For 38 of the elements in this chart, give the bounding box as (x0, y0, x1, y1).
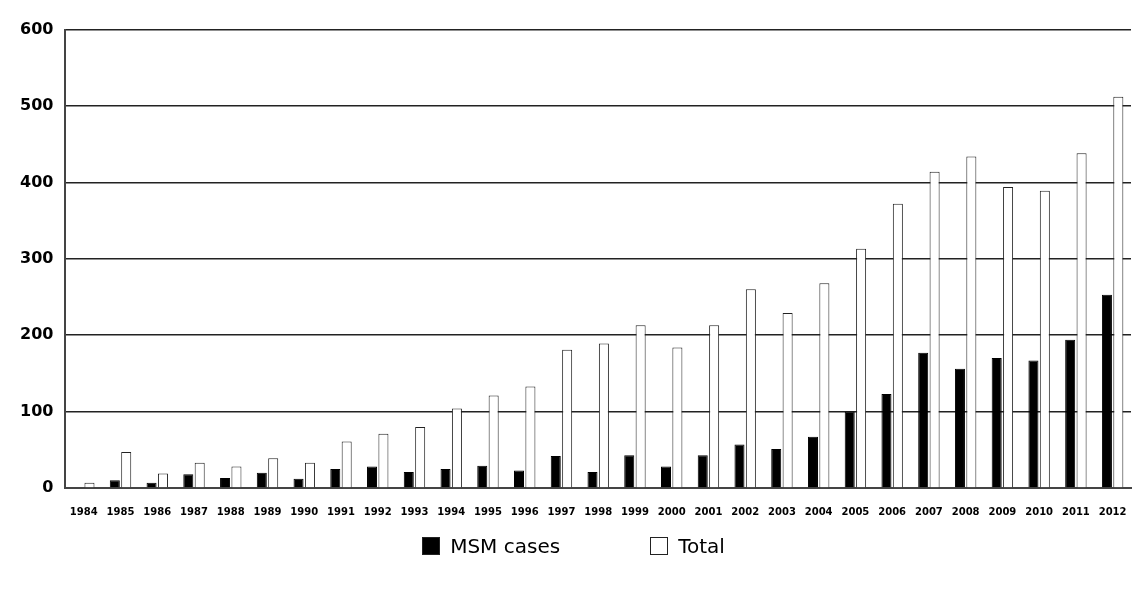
x-tick-label: 1996 (510, 505, 539, 517)
x-tick-label: 2009 (988, 505, 1017, 517)
x-tick-label: 2007 (914, 505, 943, 517)
y-tick-label: 400 (19, 171, 54, 191)
x-tick-label: 2006 (878, 505, 907, 517)
x-tick-label: 1989 (253, 505, 282, 517)
x-tick-label: 2012 (1098, 505, 1127, 517)
y-tick-label: 300 (19, 247, 54, 267)
x-tick-label: 1988 (216, 505, 245, 517)
y-tick-label: 200 (19, 324, 54, 344)
x-tick-label: 2005 (841, 505, 870, 517)
x-tick-label: 1991 (327, 505, 355, 517)
x-tick-label: 1994 (437, 505, 466, 517)
x-tick-label: 1987 (180, 505, 208, 517)
x-tick-label: 2003 (768, 505, 796, 517)
x-tick-label: 2010 (1025, 505, 1054, 517)
y-tick-label: 0 (42, 477, 54, 497)
y-tick-label: 600 (19, 18, 54, 38)
x-tick-label: 2001 (694, 505, 723, 517)
x-tick-label: 1985 (106, 505, 135, 517)
legend-label: MSM cases (450, 534, 561, 558)
x-tick-label: 2000 (657, 505, 686, 517)
x-tick-label: 1995 (474, 505, 502, 517)
x-tick-label: 2008 (951, 505, 980, 517)
y-tick-label: 500 (19, 95, 54, 115)
x-tick-label: 1990 (290, 505, 319, 517)
x-tick-label: 1993 (400, 505, 429, 517)
text: Total (678, 534, 725, 558)
x-tick-label: 1984 (69, 505, 98, 517)
x-tick-label: 1997 (547, 505, 576, 517)
x-tick-label: 1999 (621, 505, 649, 517)
x-tick-label: 1998 (584, 505, 613, 517)
y-tick-label: 100 (19, 400, 54, 420)
x-tick-label: 2011 (1061, 505, 1090, 517)
x-tick-label: 2002 (731, 505, 760, 517)
x-tick-label: 2004 (804, 505, 833, 517)
x-tick-label: 1986 (143, 505, 172, 517)
x-tick-label: 1992 (363, 505, 392, 517)
